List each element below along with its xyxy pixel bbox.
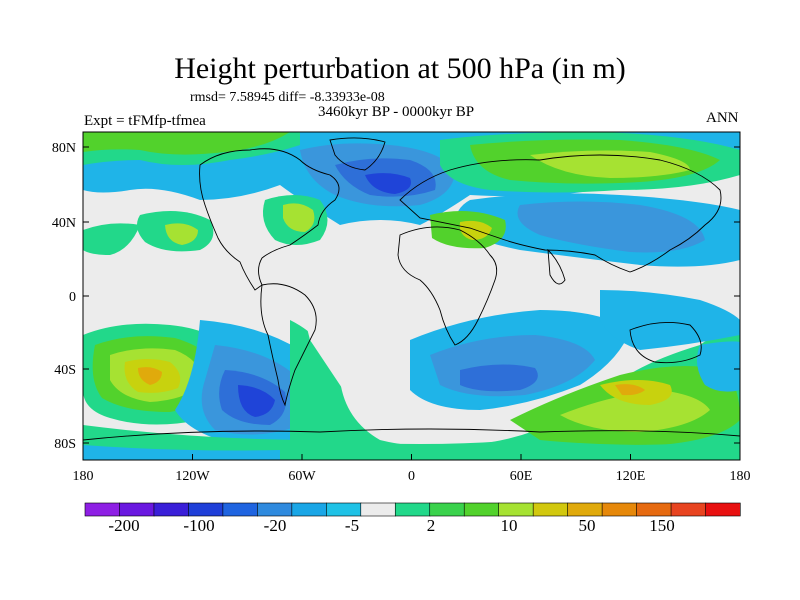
contour-namerica-pos3 bbox=[283, 203, 315, 232]
y-axis: 80N 40N 0 40S 80S bbox=[52, 141, 740, 452]
colorbar-label: -20 bbox=[264, 516, 287, 535]
colorbar-swatch bbox=[291, 502, 327, 517]
colorbar-swatch bbox=[636, 502, 672, 517]
colorbar-label: 50 bbox=[579, 516, 596, 535]
contour-sindian-pos5 bbox=[615, 384, 645, 396]
contour-eurasia-pos3 bbox=[530, 150, 690, 178]
coastline-south-america bbox=[260, 283, 317, 407]
colorbar-swatch bbox=[153, 502, 190, 517]
colorbar-swatch bbox=[463, 502, 500, 517]
colorbar-swatch bbox=[601, 502, 638, 517]
contour-antarctic-neg1 bbox=[83, 445, 280, 460]
y-tick-label: 80S bbox=[54, 437, 76, 452]
contour-australia-neg1 bbox=[600, 290, 740, 350]
contour-asia-neg2 bbox=[517, 201, 705, 253]
contour-indian-neg3 bbox=[460, 364, 538, 392]
coastline-africa bbox=[397, 226, 498, 346]
y-tick-label: 40S bbox=[54, 363, 76, 378]
y-tick-label: 0 bbox=[69, 290, 76, 305]
colorbar-labels: -200 -100 -20 -5 2 10 50 150 bbox=[108, 516, 674, 535]
experiment-label: Expt = tFMfp-tfmea bbox=[84, 113, 206, 129]
colorbar-swatch bbox=[188, 502, 224, 517]
coastline-north-america bbox=[199, 148, 340, 291]
x-tick-label: 120W bbox=[175, 469, 210, 484]
colorbar-label: 2 bbox=[427, 516, 436, 535]
colorbar-swatch bbox=[705, 502, 741, 517]
x-tick-label: 180 bbox=[73, 469, 94, 484]
coastline-australia bbox=[629, 321, 702, 364]
coastline-india bbox=[547, 248, 566, 285]
contour-sepacific-neg4 bbox=[238, 385, 275, 417]
contour-spacific-pos5 bbox=[138, 367, 162, 385]
colorbar-label: 150 bbox=[649, 516, 675, 535]
contour-wpacific-pos1 bbox=[83, 223, 140, 255]
colorbar-label: -5 bbox=[345, 516, 359, 535]
colorbar-swatch bbox=[498, 502, 534, 517]
x-tick-label: 60E bbox=[510, 469, 533, 484]
x-axis: 180 120W 60W 0 60E 120E 180 bbox=[73, 454, 751, 484]
x-tick-label: 120E bbox=[616, 469, 646, 484]
contour-field bbox=[83, 132, 740, 460]
colorbar-label: -100 bbox=[183, 516, 214, 535]
colorbar-swatch bbox=[360, 502, 396, 517]
colorbar-label: 10 bbox=[501, 516, 518, 535]
colorbar-swatch bbox=[222, 502, 258, 517]
colorbar-swatch bbox=[532, 502, 569, 517]
contour-north-pos2 bbox=[83, 132, 290, 155]
x-tick-label: 60W bbox=[288, 469, 316, 484]
colorbar-swatch bbox=[429, 502, 465, 517]
colorbar-swatch bbox=[670, 502, 707, 517]
contour-npacific-pos3 bbox=[165, 223, 198, 245]
x-tick-label: 180 bbox=[730, 469, 751, 484]
contour-natlantic-neg4 bbox=[365, 173, 411, 194]
rmsd-stats: rmsd= 7.58945 diff= -8.33933e-08 bbox=[190, 90, 385, 105]
season-label: ANN bbox=[706, 110, 739, 126]
coastline-greenland bbox=[329, 137, 386, 171]
colorbar-label: -200 bbox=[108, 516, 139, 535]
contour-sdateline-neg1 bbox=[696, 341, 740, 392]
coastlines bbox=[83, 137, 740, 441]
plot-title: Height perturbation at 500 hPa (in m) bbox=[174, 52, 626, 85]
colorbar-swatch bbox=[567, 502, 603, 517]
colorbar-swatch bbox=[257, 502, 293, 517]
y-tick-label: 80N bbox=[52, 141, 76, 156]
colorbar-swatch bbox=[119, 502, 155, 517]
colorbar-swatch bbox=[326, 502, 362, 517]
colorbar-swatch bbox=[84, 502, 121, 517]
coastline-eurasia bbox=[399, 154, 722, 273]
y-tick-label: 40N bbox=[52, 216, 76, 231]
period-label: 3460kyr BP - 0000kyr BP bbox=[318, 104, 475, 120]
colorbar bbox=[84, 502, 741, 517]
coastline-antarctica bbox=[83, 428, 740, 441]
colorbar-swatch bbox=[394, 502, 431, 517]
contour-sindian-pos3 bbox=[560, 390, 710, 432]
x-tick-label: 0 bbox=[408, 469, 415, 484]
